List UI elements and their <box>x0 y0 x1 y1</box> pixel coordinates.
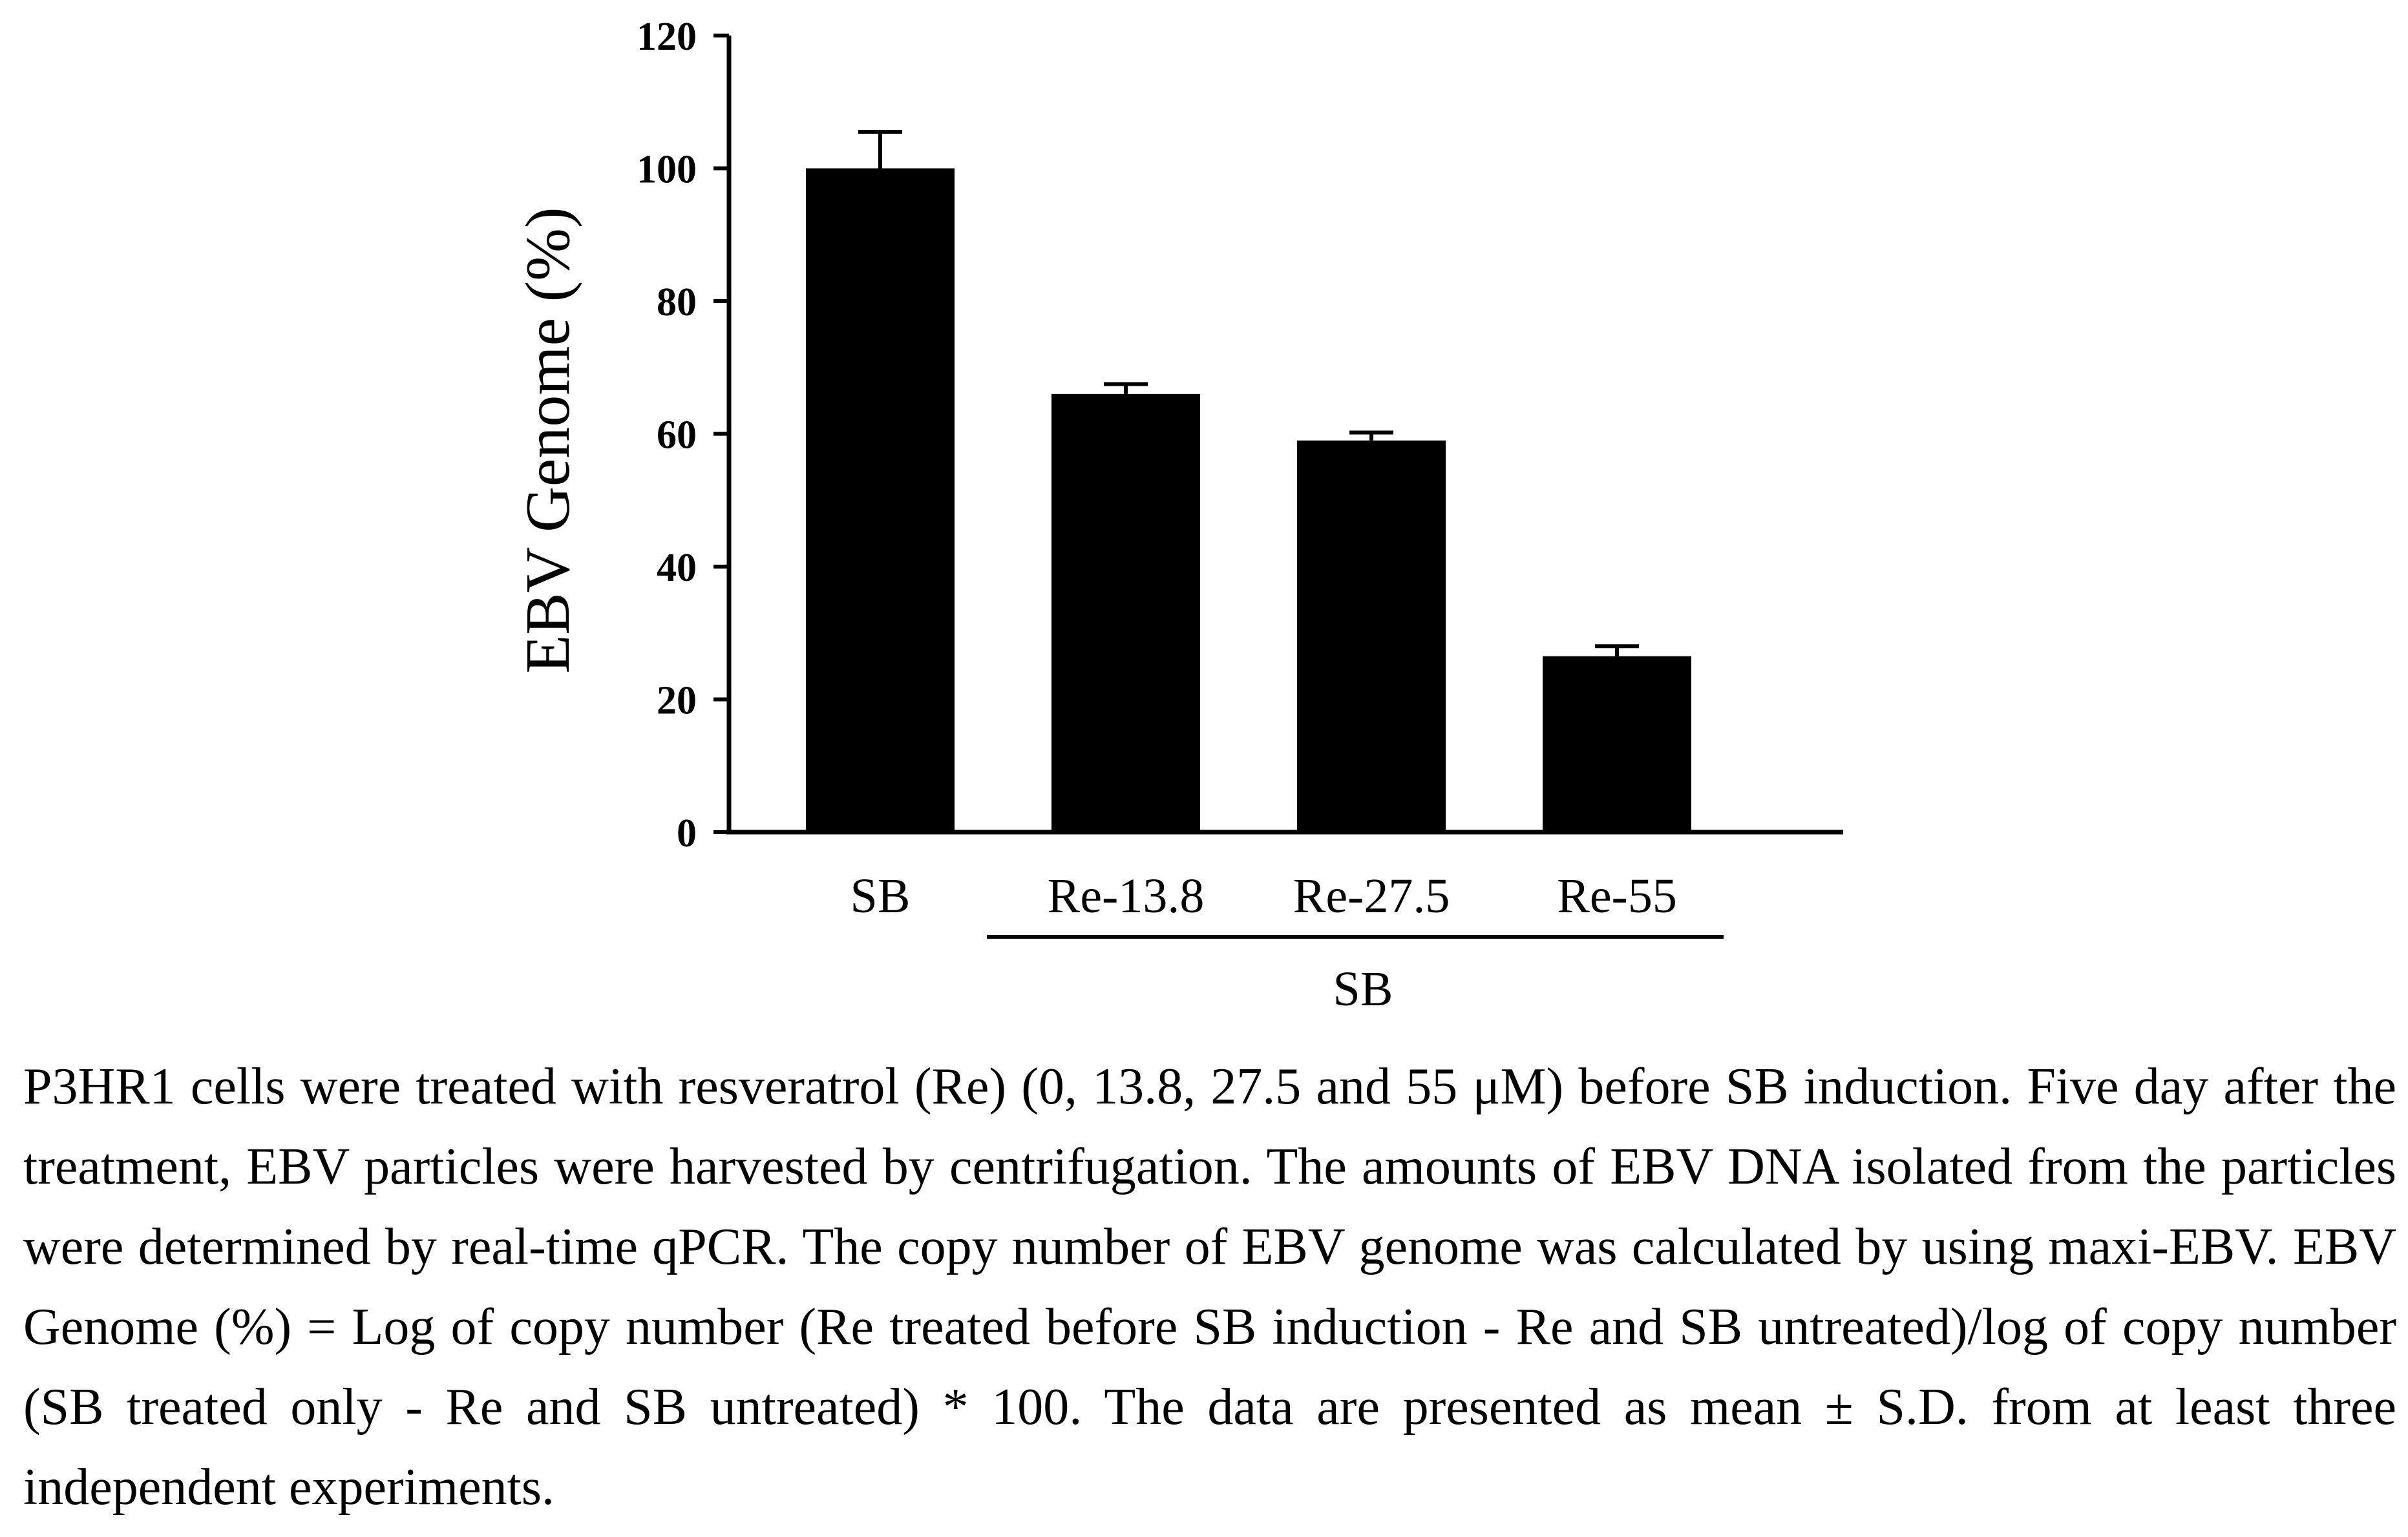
chart-ticks: 0 20 40 60 80 100 120 <box>637 15 729 855</box>
bar-chart: 0 20 40 60 80 100 120 SB Re-13.8 Re-27.5 Re-55 SB… <box>513 15 1843 1016</box>
y-axis-label: EBV Genome (%) <box>513 207 583 673</box>
y-tick-label: 120 <box>637 15 697 59</box>
bar <box>806 168 955 832</box>
bar <box>1051 393 1200 832</box>
x-tick-labels: SB Re-13.8 Re-27.5 Re-55 <box>850 869 1677 923</box>
x-tick-label: Re-27.5 <box>1293 869 1450 923</box>
y-tick-label: 100 <box>637 148 697 192</box>
bar <box>1543 656 1691 832</box>
y-tick-label: 40 <box>657 546 697 590</box>
y-tick-label: 80 <box>657 280 697 324</box>
y-tick-label: 60 <box>657 413 697 457</box>
chart-bars <box>806 129 1691 832</box>
group-bracket: SB <box>987 935 1724 1016</box>
y-tick-label: 20 <box>657 679 697 723</box>
x-tick-label: SB <box>850 869 911 923</box>
group-bracket-label: SB <box>1333 962 1393 1016</box>
x-tick-label: Re-55 <box>1557 869 1677 923</box>
x-tick-label: Re-13.8 <box>1048 869 1205 923</box>
y-tick-label: 0 <box>677 811 697 855</box>
figure-caption: P3HR1 cells were treated with resveratro… <box>23 1058 2396 1516</box>
bar <box>1297 440 1446 832</box>
